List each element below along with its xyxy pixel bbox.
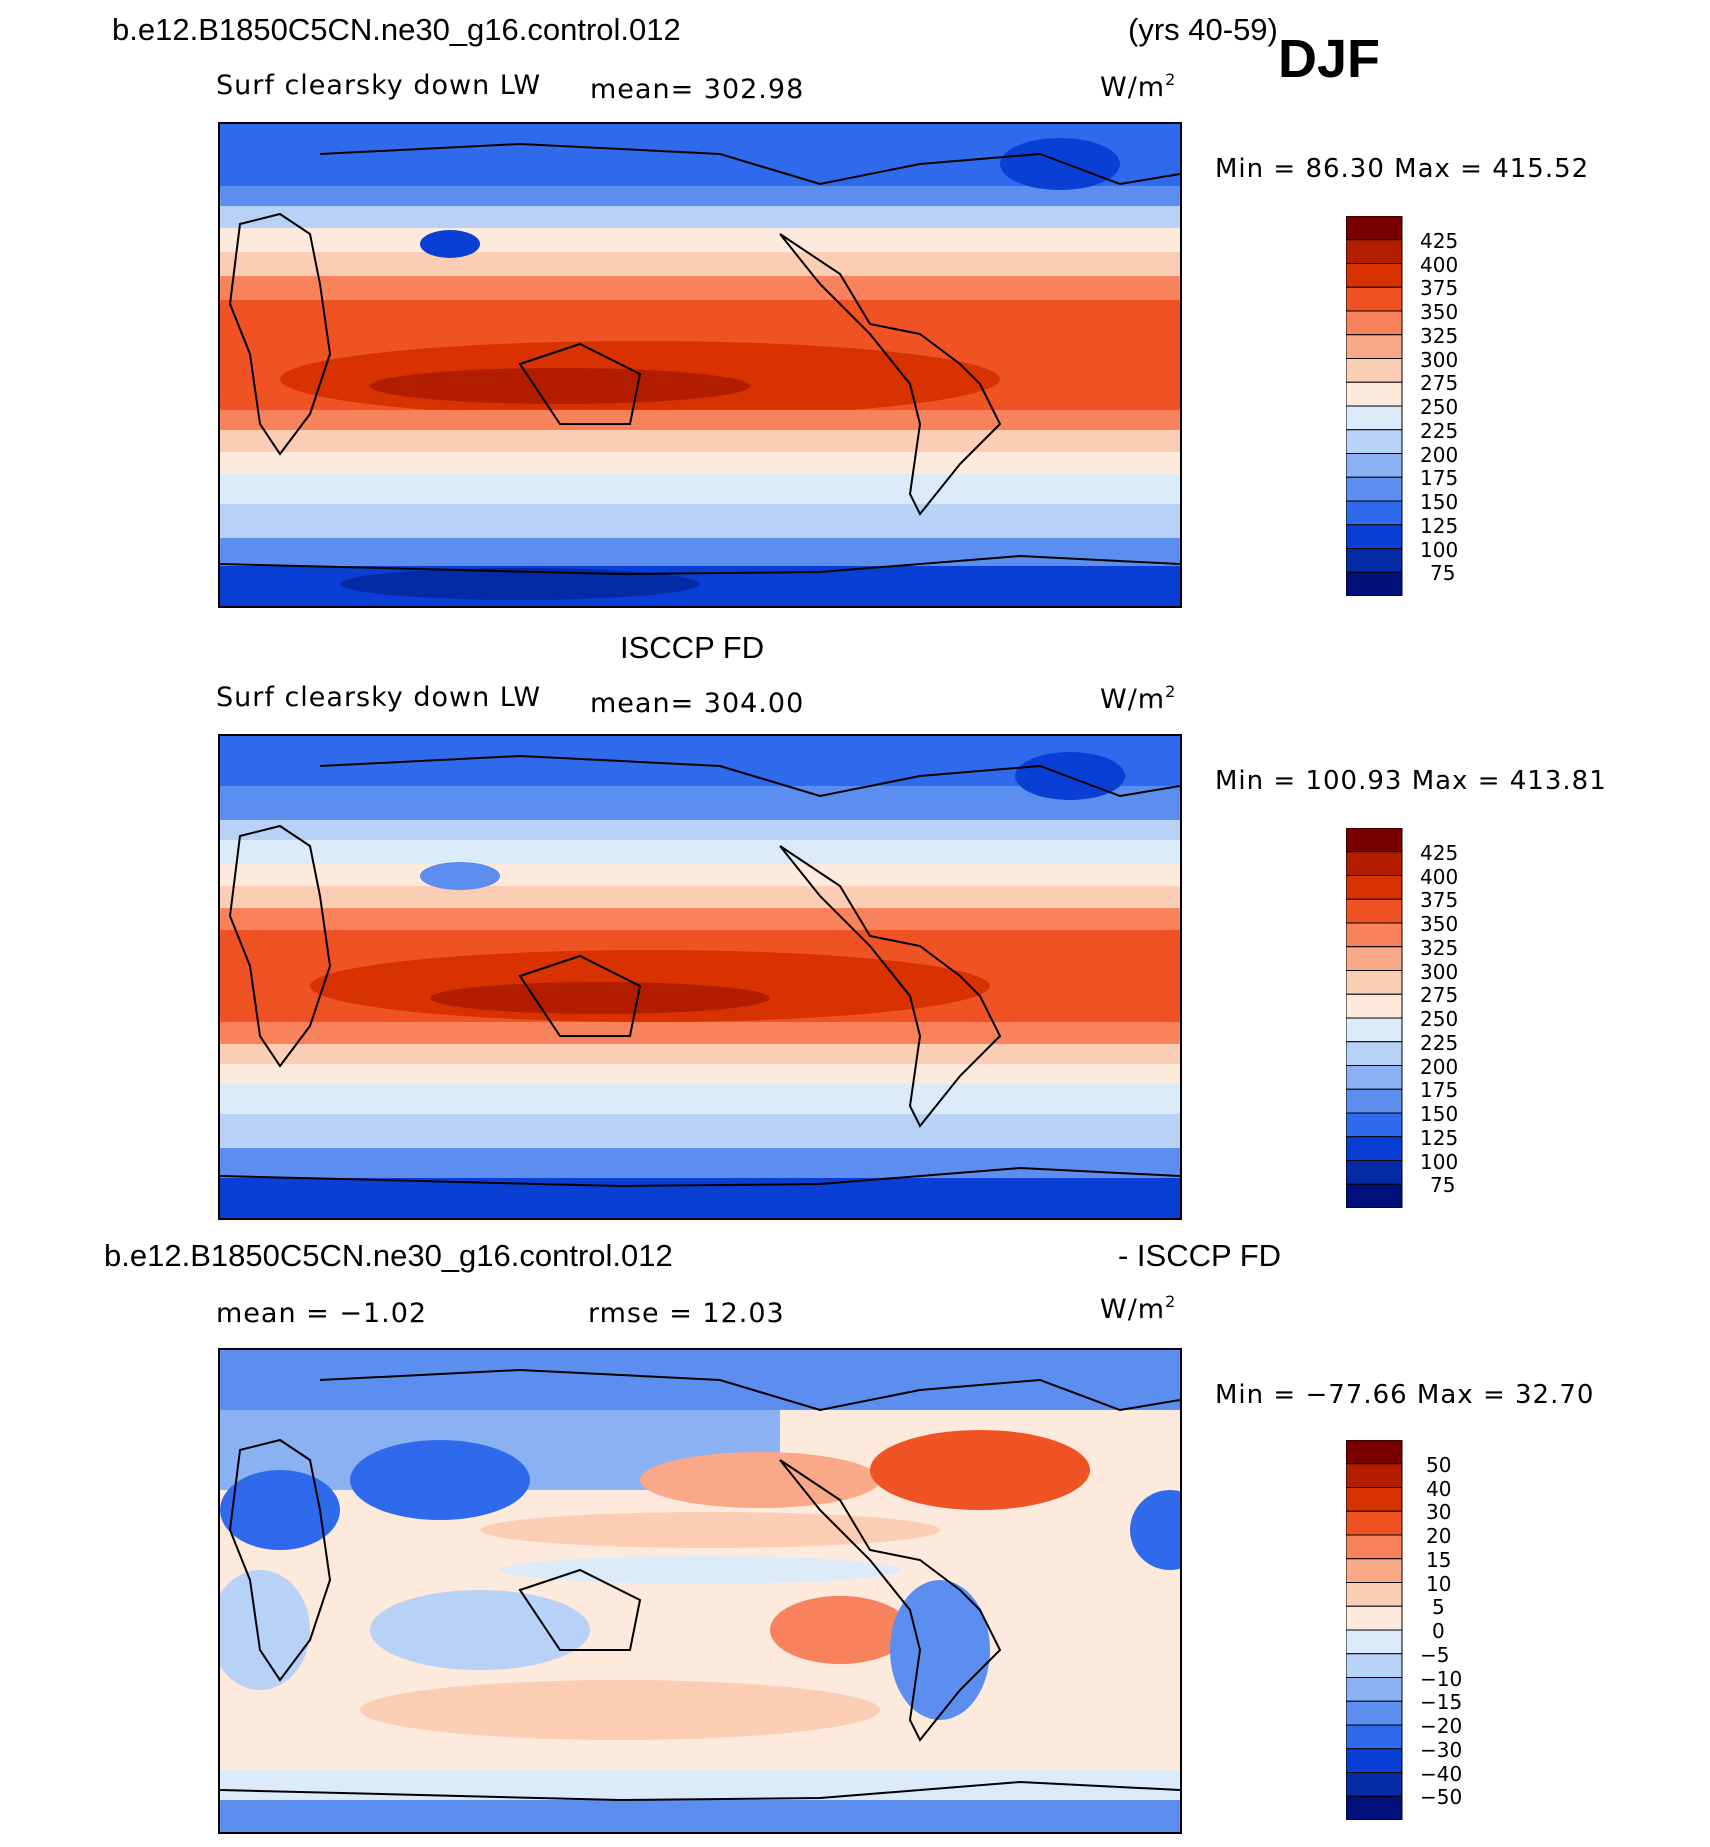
panel2-cb-label: 200	[1420, 1055, 1459, 1079]
panel1-cb-label: 350	[1420, 300, 1459, 324]
panel2-minmax: Min = 100.93 Max = 413.81	[1215, 766, 1607, 796]
panel1-variable-label: Surf clearsky down LW	[216, 70, 542, 101]
panel1-units: W/m2	[1100, 70, 1177, 103]
panel1-mean-label: mean= 302.98	[590, 74, 805, 105]
panel3-map-field	[220, 1350, 1180, 1832]
panel2-mean-label: mean= 304.00	[590, 688, 805, 719]
panel2-cb-label: 350	[1420, 912, 1459, 936]
panel3-cb-label: 50	[1426, 1453, 1452, 1477]
panel2-cb-label: 125	[1420, 1126, 1459, 1150]
panel3-map	[218, 1348, 1182, 1834]
panel1-cb-label: 275	[1420, 371, 1459, 395]
panel2-cb-label: 100	[1420, 1150, 1459, 1174]
panel2-cb-label: 225	[1420, 1031, 1459, 1055]
panel3-cb-label: −30	[1420, 1738, 1463, 1762]
panel2-cb-label: 275	[1420, 983, 1459, 1007]
panel3-colorbar-swatches	[1345, 1439, 1403, 1821]
panel3-units: W/m2	[1100, 1292, 1177, 1325]
panel3-title-left: b.e12.B1850C5CN.ne30_g16.control.012	[104, 1238, 673, 1273]
panel2-cb-label: 150	[1420, 1102, 1459, 1126]
panel3-cb-label: −40	[1420, 1762, 1463, 1786]
panel2-title: ISCCP FD	[620, 630, 765, 665]
panel3-cb-label: −10	[1420, 1667, 1463, 1691]
panel3-cb-label: 0	[1432, 1619, 1445, 1643]
case-name-title: b.e12.B1850C5CN.ne30_g16.control.012	[112, 12, 681, 47]
panel1-cb-label: 200	[1420, 443, 1459, 467]
panel2-cb-label: 325	[1420, 936, 1459, 960]
panel1-cb-label: 400	[1420, 253, 1459, 277]
panel1-cb-label: 125	[1420, 514, 1459, 538]
panel1-cb-label: 100	[1420, 538, 1459, 562]
panel1-map	[218, 122, 1182, 608]
panel3-cb-label: −50	[1420, 1785, 1463, 1809]
panel3-cb-label: 10	[1426, 1572, 1452, 1596]
panel3-cb-label: 20	[1426, 1524, 1452, 1548]
panel3-colorbar: 50 40 30 20 15 10 5 0 −5 −10 −15 −20 −30…	[1345, 1439, 1462, 1825]
panel3-minmax: Min = −77.66 Max = 32.70	[1215, 1380, 1595, 1410]
panel3-mean-label: mean = −1.02	[216, 1298, 428, 1329]
panel1-colorbar-swatches	[1345, 215, 1403, 597]
panel2-colorbar-swatches	[1345, 827, 1403, 1209]
panel1-cb-label: 250	[1420, 395, 1459, 419]
panel3-rmse-label: rmse = 12.03	[588, 1298, 785, 1329]
panel3-cb-label: −20	[1420, 1714, 1463, 1738]
panel1-cb-label: 75	[1430, 561, 1456, 585]
panel2-cb-label: 175	[1420, 1078, 1459, 1102]
panel3-cb-label: −5	[1420, 1643, 1450, 1667]
panel2-cb-label: 75	[1430, 1173, 1456, 1197]
panel2-cb-label: 425	[1420, 841, 1459, 865]
panel1-cb-label: 375	[1420, 276, 1459, 300]
panel2-map	[218, 734, 1182, 1220]
panel2-units: W/m2	[1100, 682, 1177, 715]
panel1-cb-label: 150	[1420, 490, 1459, 514]
panel3-cb-label: 30	[1426, 1500, 1452, 1524]
panel2-map-field	[220, 736, 1180, 1218]
panel3-cb-label: −15	[1420, 1690, 1463, 1714]
panel1-colorbar: 425 400 375 350 325 300 275 250 225 200 …	[1345, 215, 1458, 601]
panel3-title-right: - ISCCP FD	[1118, 1238, 1282, 1273]
panel1-cb-label: 225	[1420, 419, 1459, 443]
panel2-cb-label: 250	[1420, 1007, 1459, 1031]
season-label: DJF	[1278, 29, 1381, 89]
years-label: (yrs 40-59)	[1128, 12, 1278, 47]
panel1-minmax: Min = 86.30 Max = 415.52	[1215, 154, 1590, 184]
panel3-cb-label: 15	[1426, 1548, 1452, 1572]
panel1-map-field	[220, 124, 1180, 606]
panel2-cb-label: 400	[1420, 865, 1459, 889]
panel2-cb-label: 375	[1420, 888, 1459, 912]
panel3-cb-label: 40	[1426, 1477, 1452, 1501]
panel1-cb-label: 425	[1420, 229, 1459, 253]
panel1-cb-label: 325	[1420, 324, 1459, 348]
panel2-cb-label: 300	[1420, 960, 1459, 984]
panel3-cb-label: 5	[1432, 1595, 1445, 1619]
panel1-cb-label: 175	[1420, 466, 1459, 490]
panel2-variable-label: Surf clearsky down LW	[216, 682, 542, 713]
panel2-colorbar: 425 400 375 350 325 300 275 250 225 200 …	[1345, 827, 1458, 1213]
panel1-cb-label: 300	[1420, 348, 1459, 372]
